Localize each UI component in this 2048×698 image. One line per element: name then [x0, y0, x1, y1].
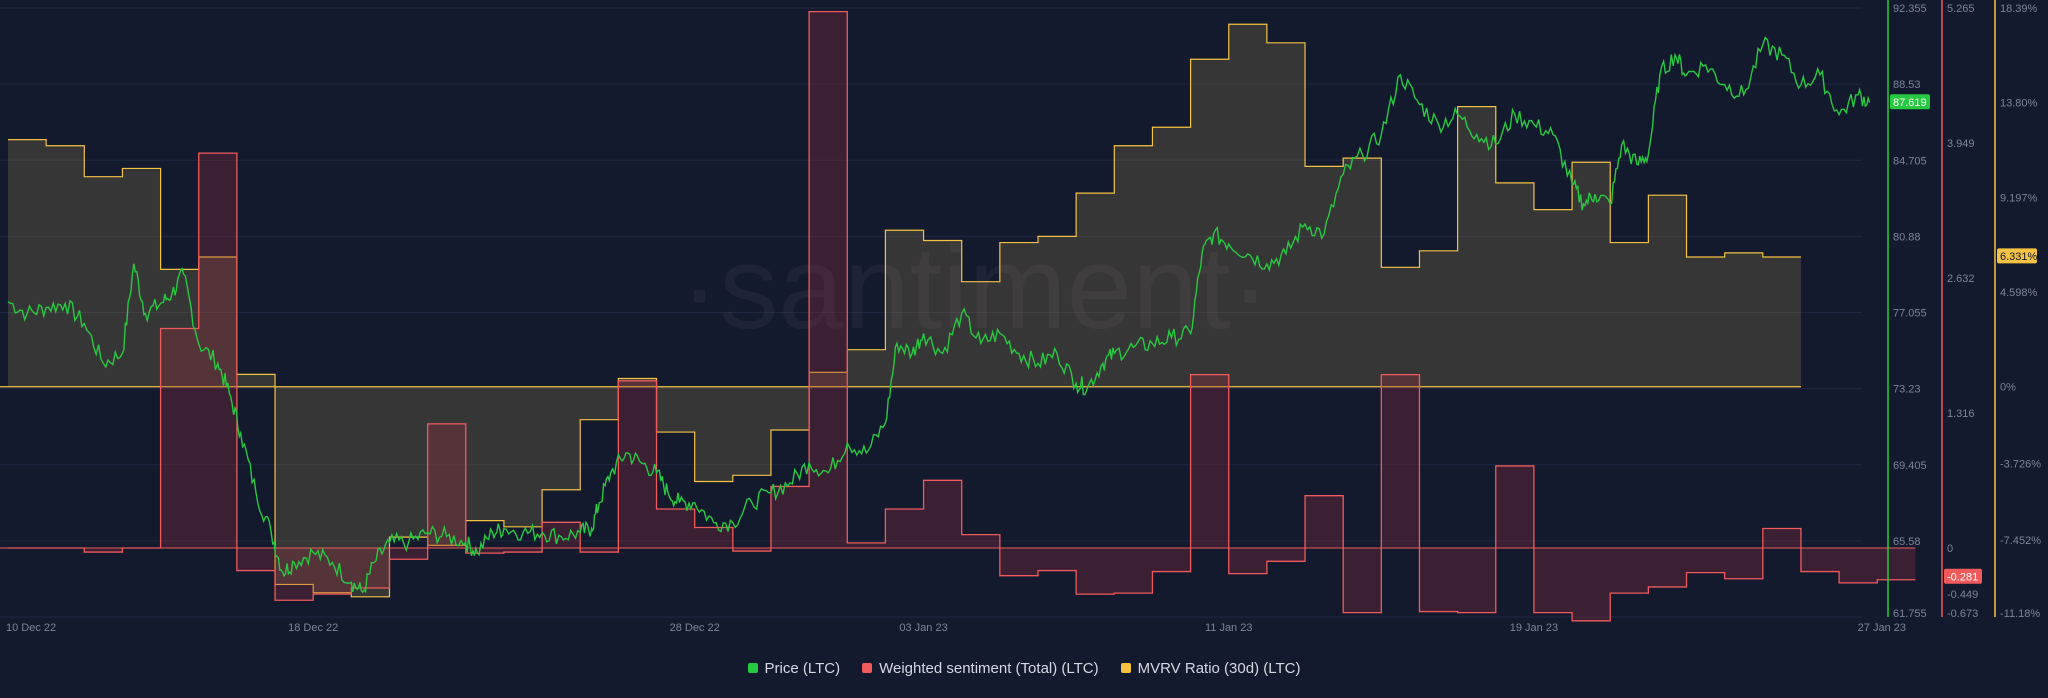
sentiment-line	[8, 10, 1916, 622]
price-tick-label: 65.58	[1893, 536, 1921, 548]
legend-swatch-price	[747, 663, 758, 673]
legend: Price (LTC) Weighted sentiment (Total) (…	[0, 656, 2048, 680]
x-axis-ticks: 10 Dec 22 18 Dec 22 28 Dec 22 03 Jan 23 11 J…	[6, 622, 1906, 634]
legend-label-price: Price (LTC)	[764, 659, 841, 677]
mvrv-area	[8, 24, 1801, 597]
sentiment-tick-label: -0.449	[1947, 589, 1978, 601]
price-tick-label: 61.755	[1893, 608, 1927, 620]
x-tick-label: 10 Dec 22	[6, 622, 56, 634]
price-tick-label: 69.405	[1893, 460, 1927, 472]
x-tick-label: 19 Jan 23	[1510, 622, 1558, 634]
price-tick-label: 84.705	[1893, 155, 1927, 167]
price-tick-label: 73.23	[1893, 384, 1921, 396]
sentiment-series	[0, 10, 1916, 622]
watermark: ·santiment·	[680, 222, 1270, 354]
price-tick-label: 88.53	[1893, 79, 1921, 91]
legend-label-sentiment: Weighted sentiment (Total) (LTC)	[879, 659, 1099, 677]
mvrv-tick-label: 18.39%	[2000, 3, 2038, 15]
mvrv-tick-label: -7.452%	[2000, 535, 2041, 547]
legend-swatch-sentiment	[862, 663, 873, 673]
axes: 92.355 88.53 84.705 80.88 77.055 73.23 69.405 6…	[1887, 0, 2041, 620]
sentiment-current-badge: -0.281	[1947, 571, 1978, 583]
grid	[0, 7, 1862, 618]
sentiment-tick-label: 1.316	[1947, 408, 1975, 420]
price-tick-label: 77.055	[1893, 308, 1927, 320]
x-tick-label: 03 Jan 23	[899, 622, 947, 634]
x-tick-label: 28 Dec 22	[670, 622, 720, 634]
sentiment-tick-label: 5.265	[1947, 3, 1975, 15]
price-tick-label: 80.88	[1893, 231, 1921, 243]
legend-item-price[interactable]: Price (LTC)	[747, 659, 841, 677]
mvrv-tick-label: 9.197%	[2000, 192, 2038, 204]
sentiment-tick-label: -0.673	[1947, 608, 1978, 620]
price-current-badge-bg	[1890, 94, 1930, 110]
mvrv-tick-label: 0%	[2000, 382, 2016, 394]
sentiment-tick-label: 3.949	[1947, 138, 1975, 150]
price-line	[7, 36, 1871, 594]
legend-label-mvrv: MVRV Ratio (30d) (LTC)	[1137, 659, 1301, 677]
x-tick-label: 18 Dec 22	[288, 622, 338, 634]
sentiment-current-badge-bg	[1944, 568, 1982, 584]
mvrv-tick-label: 13.80%	[2000, 98, 2038, 110]
mvrv-current-badge: 6.331%	[2000, 251, 2038, 263]
mvrv-tick-label: -11.18%	[2000, 608, 2040, 620]
mvrv-current-badge-bg	[1997, 248, 2037, 264]
mvrv-tick-label: 4.598%	[2000, 287, 2038, 299]
x-tick-label: 11 Jan 23	[1205, 622, 1253, 634]
sentiment-tick-label: 0	[1947, 543, 1953, 555]
price-tick-label: 92.355	[1893, 3, 1927, 15]
price-current-badge: 87.619	[1893, 97, 1927, 109]
legend-item-sentiment[interactable]: Weighted sentiment (Total) (LTC)	[862, 660, 1099, 677]
x-tick-label: 27 Jan 23	[1858, 622, 1906, 634]
legend-swatch-mvrv	[1120, 663, 1131, 673]
mvrv-tick-label: -3.726%	[2000, 458, 2041, 470]
price-series	[7, 36, 1871, 594]
sentiment-tick-label: 2.632	[1947, 273, 1975, 285]
legend-item-mvrv[interactable]: MVRV Ratio (30d) (LTC)	[1120, 659, 1301, 677]
